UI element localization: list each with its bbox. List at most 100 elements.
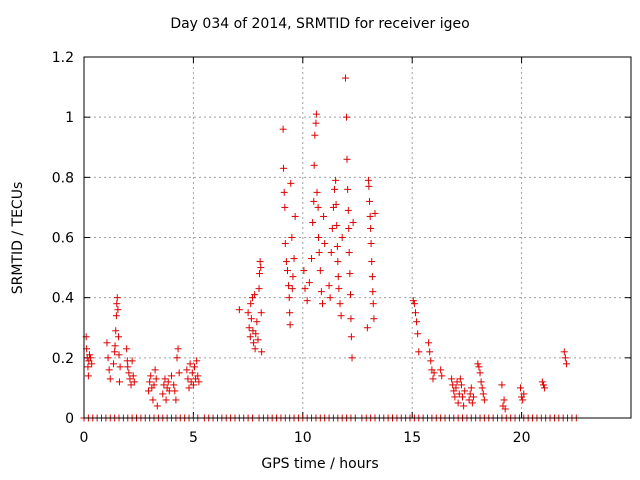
data-point <box>125 369 133 377</box>
data-point <box>280 188 288 196</box>
data-point <box>123 345 131 353</box>
data-point <box>316 267 324 275</box>
data-point <box>258 348 266 356</box>
data-point <box>280 164 288 172</box>
data-point <box>345 249 353 257</box>
data-point <box>314 203 322 211</box>
data-point <box>469 393 477 401</box>
data-point <box>467 384 475 392</box>
data-point <box>415 348 423 356</box>
data-point <box>477 378 485 386</box>
data-point <box>246 333 254 341</box>
data-point <box>315 234 323 241</box>
data-point <box>335 285 343 293</box>
data-point <box>455 390 463 398</box>
data-point <box>172 396 180 404</box>
data-point <box>286 309 294 317</box>
data-point <box>561 354 569 362</box>
data-point <box>174 345 182 353</box>
data-point <box>315 249 323 257</box>
data-point <box>364 176 372 184</box>
x-tick-label: 0 <box>80 430 89 446</box>
data-point <box>343 155 351 163</box>
data-point <box>193 357 201 365</box>
data-point <box>501 405 509 413</box>
data-point <box>250 339 258 347</box>
x-axis: 0 5 10 15 20 <box>80 57 531 446</box>
data-point <box>152 375 160 383</box>
data-point <box>255 270 263 278</box>
data-point <box>346 270 354 278</box>
data-point <box>454 399 462 407</box>
data-point <box>115 378 123 386</box>
data-point <box>188 369 196 377</box>
data-point <box>344 185 352 193</box>
y-axis-label: SRMTID / TECUs <box>10 181 26 295</box>
data-point <box>448 375 456 383</box>
data-point <box>438 372 446 380</box>
data-point <box>189 381 197 389</box>
data-points <box>80 74 580 422</box>
data-point <box>414 330 422 338</box>
data-point <box>115 333 123 341</box>
data-point <box>151 366 159 374</box>
data-point <box>336 300 344 308</box>
data-point <box>326 294 334 302</box>
data-point <box>465 396 473 404</box>
data-point <box>474 360 482 368</box>
data-point <box>313 188 321 196</box>
x-tick-label: 10 <box>294 430 312 446</box>
chart-title: Day 034 of 2014, SRMTID for receiver ige… <box>170 16 470 32</box>
data-point <box>114 306 122 314</box>
data-point <box>312 110 320 118</box>
data-point <box>171 387 179 395</box>
data-point <box>321 240 329 248</box>
data-point <box>235 306 243 314</box>
data-point <box>164 378 172 386</box>
data-point <box>281 240 289 248</box>
data-point <box>320 212 328 220</box>
data-point <box>456 375 464 383</box>
data-point <box>253 318 261 326</box>
data-point <box>327 249 335 257</box>
data-point <box>85 357 93 365</box>
data-point <box>332 200 340 208</box>
data-point <box>85 351 93 359</box>
data-point <box>301 285 309 293</box>
data-point <box>286 321 294 329</box>
data-point <box>281 203 289 211</box>
data-point <box>303 297 311 305</box>
data-point <box>245 324 253 332</box>
data-point <box>409 297 417 305</box>
data-point <box>113 300 121 308</box>
data-point <box>145 387 153 395</box>
data-point <box>541 384 549 392</box>
data-point <box>333 243 341 251</box>
data-point <box>366 212 374 220</box>
data-point <box>318 300 326 308</box>
data-point <box>283 267 291 275</box>
data-point <box>111 342 119 350</box>
data-point <box>291 212 299 220</box>
data-point <box>247 315 255 323</box>
data-point <box>84 363 92 371</box>
data-point <box>175 369 183 377</box>
data-point <box>370 315 378 323</box>
data-point <box>368 273 376 281</box>
data-point <box>334 258 342 266</box>
data-point <box>334 273 342 281</box>
data-point <box>282 258 290 266</box>
data-point <box>476 369 484 377</box>
data-point <box>466 390 474 398</box>
data-point <box>103 339 111 347</box>
data-point <box>289 273 297 281</box>
data-point <box>519 396 527 404</box>
data-point <box>129 372 137 380</box>
data-point <box>410 300 418 308</box>
data-point <box>104 354 112 362</box>
data-point <box>124 363 132 371</box>
data-point <box>341 74 349 82</box>
data-point <box>367 224 375 232</box>
data-point <box>170 381 178 389</box>
data-point <box>106 375 114 383</box>
